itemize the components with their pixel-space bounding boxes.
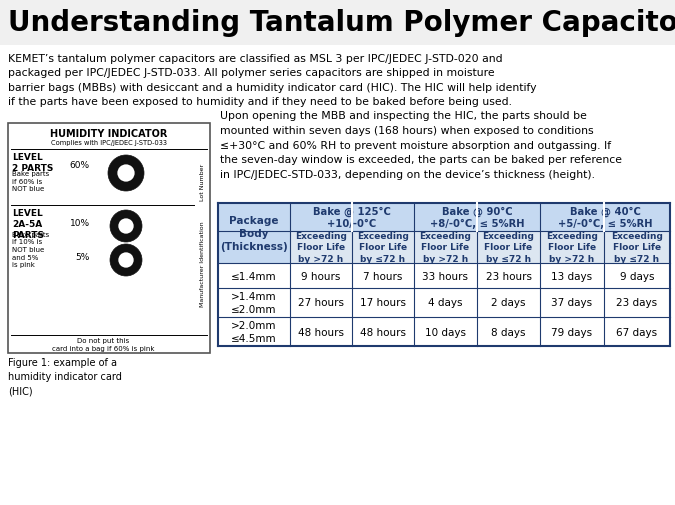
FancyBboxPatch shape <box>540 231 604 264</box>
Text: Exceeding
Floor Life
by >72 h: Exceeding Floor Life by >72 h <box>295 232 347 263</box>
Text: 79 days: 79 days <box>551 327 593 337</box>
FancyBboxPatch shape <box>0 0 675 46</box>
FancyBboxPatch shape <box>414 231 477 264</box>
Text: 9 hours: 9 hours <box>301 271 341 281</box>
Text: 60%: 60% <box>70 161 90 170</box>
Text: Bake @ 40°C
+5/-0°C, ≤ 5%RH: Bake @ 40°C +5/-0°C, ≤ 5%RH <box>558 206 652 229</box>
Text: >2.0mm
≤4.5mm: >2.0mm ≤4.5mm <box>231 320 277 343</box>
FancyBboxPatch shape <box>290 204 414 231</box>
Text: Manufacturer Identification: Manufacturer Identification <box>200 221 205 306</box>
Text: Bake parts
if 60% is
NOT blue: Bake parts if 60% is NOT blue <box>12 171 49 191</box>
Text: Package
Body
(Thickness): Package Body (Thickness) <box>220 215 288 251</box>
Text: LEVEL
2 PARTS: LEVEL 2 PARTS <box>12 153 53 173</box>
Text: 33 hours: 33 hours <box>423 271 468 281</box>
Text: 23 hours: 23 hours <box>485 271 531 281</box>
Text: 10%: 10% <box>70 219 90 228</box>
Text: 9 days: 9 days <box>620 271 654 281</box>
Circle shape <box>118 219 134 234</box>
Text: 13 days: 13 days <box>551 271 593 281</box>
Text: 5%: 5% <box>76 252 90 261</box>
FancyBboxPatch shape <box>218 204 290 264</box>
Circle shape <box>118 253 134 268</box>
Text: Figure 1: example of a
humidity indicator card
(HIC): Figure 1: example of a humidity indicato… <box>8 358 122 395</box>
Text: Upon opening the MBB and inspecting the HIC, the parts should be
mounted within : Upon opening the MBB and inspecting the … <box>220 111 622 180</box>
Text: 8 days: 8 days <box>491 327 526 337</box>
FancyBboxPatch shape <box>540 204 670 231</box>
Text: 67 days: 67 days <box>616 327 657 337</box>
FancyBboxPatch shape <box>414 204 540 231</box>
Text: 10 days: 10 days <box>425 327 466 337</box>
Text: 23 days: 23 days <box>616 298 657 308</box>
Circle shape <box>117 165 134 182</box>
Circle shape <box>110 244 142 276</box>
FancyBboxPatch shape <box>8 124 210 354</box>
Text: Understanding Tantalum Polymer Capacitors’ MSL: Understanding Tantalum Polymer Capacitor… <box>8 9 675 37</box>
Text: Exceeding
Floor Life
by >72 h: Exceeding Floor Life by >72 h <box>420 232 471 263</box>
Text: Lot Number: Lot Number <box>200 163 205 200</box>
Text: Bake @ 125°C
+10/-0°C: Bake @ 125°C +10/-0°C <box>313 206 391 229</box>
FancyBboxPatch shape <box>477 231 540 264</box>
Text: Exceeding
Floor Life
by ≤72 h: Exceeding Floor Life by ≤72 h <box>611 232 663 263</box>
Text: Bake @ 90°C
+8/-0°C, ≤ 5%RH: Bake @ 90°C +8/-0°C, ≤ 5%RH <box>430 206 524 229</box>
FancyBboxPatch shape <box>604 231 670 264</box>
Text: Exceeding
Floor Life
by ≤72 h: Exceeding Floor Life by ≤72 h <box>483 232 535 263</box>
Text: 2 days: 2 days <box>491 298 526 308</box>
Circle shape <box>110 211 142 242</box>
Text: Exceeding
Floor Life
by >72 h: Exceeding Floor Life by >72 h <box>546 232 598 263</box>
Text: 48 hours: 48 hours <box>298 327 344 337</box>
Text: 48 hours: 48 hours <box>360 327 406 337</box>
Text: Complies with IPC/JEDEC J-STD-033: Complies with IPC/JEDEC J-STD-033 <box>51 140 167 146</box>
Text: >1.4mm
≤2.0mm: >1.4mm ≤2.0mm <box>231 291 277 315</box>
Text: Bake parts
if 10% is
NOT blue
and 5%
is pink: Bake parts if 10% is NOT blue and 5% is … <box>12 231 49 268</box>
Text: 17 hours: 17 hours <box>360 298 406 308</box>
Circle shape <box>108 156 144 191</box>
Text: 37 days: 37 days <box>551 298 593 308</box>
Text: 27 hours: 27 hours <box>298 298 344 308</box>
Text: HUMIDITY INDICATOR: HUMIDITY INDICATOR <box>51 129 167 139</box>
FancyBboxPatch shape <box>218 204 670 346</box>
FancyBboxPatch shape <box>290 231 352 264</box>
Text: KEMET’s tantalum polymer capacitors are classified as MSL 3 per IPC/JEDEC J-STD-: KEMET’s tantalum polymer capacitors are … <box>8 54 537 107</box>
Text: 7 hours: 7 hours <box>363 271 403 281</box>
Text: Do not put this
card into a bag if 60% is pink: Do not put this card into a bag if 60% i… <box>52 337 155 351</box>
Text: Exceeding
Floor Life
by ≤72 h: Exceeding Floor Life by ≤72 h <box>357 232 409 263</box>
Text: ≤1.4mm: ≤1.4mm <box>231 271 277 281</box>
FancyBboxPatch shape <box>352 231 414 264</box>
Text: LEVEL
2A-5A
PARTS: LEVEL 2A-5A PARTS <box>12 209 44 240</box>
Text: 4 days: 4 days <box>428 298 463 308</box>
